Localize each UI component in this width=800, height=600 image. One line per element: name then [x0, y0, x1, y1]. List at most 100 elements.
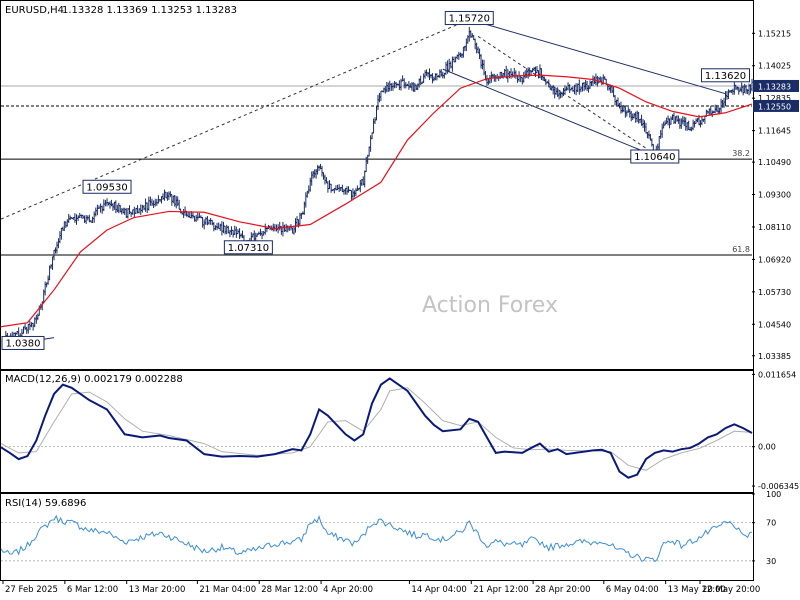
candle-303: [467, 26, 471, 42]
candle-109: [170, 194, 174, 206]
candle-168: [262, 231, 265, 236]
candle-27: [43, 281, 47, 296]
candle-225: [350, 190, 353, 200]
price-tick-label: 1.11645: [758, 127, 791, 136]
trendline-1: [469, 19, 726, 95]
candle-229: [356, 185, 359, 192]
trendline-2: [442, 68, 673, 164]
candle-139: [217, 222, 220, 230]
candle-296: [457, 51, 461, 60]
candle-334: [514, 70, 518, 79]
candle-284: [438, 69, 442, 78]
candle-81: [126, 208, 130, 219]
candle-94: [147, 196, 151, 211]
candle-54: [84, 214, 88, 224]
candle-452: [690, 126, 693, 132]
candle-459: [700, 116, 704, 125]
candle-37: [58, 231, 62, 244]
candle-35: [55, 241, 59, 254]
candle-72: [113, 201, 116, 210]
annotation-box: [700, 68, 750, 83]
candle-110: [171, 195, 175, 204]
candle-267: [413, 82, 417, 93]
trendlines: [0, 19, 726, 344]
badge-bg: [753, 99, 799, 112]
candle-376: [578, 79, 581, 95]
candle-38: [60, 227, 63, 240]
candle-114: [177, 199, 181, 210]
candle-41: [64, 221, 68, 229]
candle-244: [378, 92, 381, 103]
time-tick-label: 6 Mar 12:00: [67, 585, 118, 595]
candle-84: [131, 209, 135, 215]
annotation-box: [82, 179, 132, 194]
candle-450: [687, 120, 690, 131]
candle-408: [625, 110, 629, 117]
candle-310: [478, 48, 481, 60]
candle-150: [235, 226, 238, 238]
rsi-lines: [0, 514, 753, 563]
candle-374: [574, 83, 578, 96]
candle-299: [462, 46, 465, 58]
candle-414: [634, 111, 637, 123]
candle-92: [144, 198, 147, 212]
candle-260: [402, 78, 406, 89]
candle-350: [538, 64, 542, 78]
candle-203: [316, 165, 319, 175]
candle-222: [345, 186, 349, 195]
candle-113: [176, 196, 180, 207]
candle-126: [196, 212, 200, 221]
candle-65: [102, 199, 106, 211]
candle-125: [194, 214, 198, 222]
candle-337: [519, 75, 522, 83]
candle-409: [627, 107, 630, 113]
candle-76: [118, 205, 122, 213]
candle-121: [188, 211, 192, 219]
price-axis-labels: 1.15215 1.14025 1.12835 1.11645 1.10490 1.093…: [752, 29, 799, 361]
annotation-box: [630, 149, 680, 164]
candle-351: [540, 68, 543, 81]
candle-142: [222, 221, 225, 234]
annotation-1-15720: 1.15720: [444, 11, 494, 26]
candle-96: [150, 198, 154, 207]
candle-14: [23, 323, 27, 331]
candle-188: [294, 218, 297, 233]
candle-77: [120, 208, 124, 215]
price-tick-label: 1.14025: [758, 62, 791, 71]
candle-61: [96, 204, 99, 216]
candle-204: [317, 165, 321, 171]
candle-124: [193, 215, 196, 222]
candle-212: [329, 183, 333, 193]
candle-331: [509, 68, 513, 79]
candle-488: [743, 83, 746, 94]
candle-345: [531, 68, 534, 73]
candle-49: [76, 215, 80, 222]
candle-18: [30, 322, 33, 328]
candle-288: [444, 61, 448, 75]
candle-493: [750, 78, 754, 92]
candle-245: [379, 90, 383, 102]
candle-254: [393, 81, 396, 89]
candle-199: [310, 171, 314, 186]
candle-32: [51, 256, 54, 270]
candle-249: [385, 81, 389, 93]
price-tick-label: 1.15215: [758, 29, 791, 38]
candle-404: [619, 101, 623, 114]
annotation-box: [1, 335, 45, 350]
fib-61-8-label: 61.8: [732, 245, 750, 254]
candle-339: [522, 71, 526, 83]
candle-195: [304, 192, 308, 208]
candle-346: [532, 67, 536, 72]
trendline-0: [0, 19, 470, 220]
candle-130: [202, 219, 206, 230]
candle-21: [35, 314, 38, 324]
candle-482: [734, 84, 738, 90]
candle-141: [220, 221, 224, 236]
candle-449: [685, 122, 689, 131]
candle-240: [372, 118, 375, 134]
candle-42: [65, 219, 69, 227]
candle-169: [263, 223, 267, 235]
time-tick-label: 28 Apr 20:00: [535, 585, 590, 595]
time-tick-label: 28 Mar 12:00: [261, 585, 318, 595]
candle-209: [325, 177, 328, 184]
